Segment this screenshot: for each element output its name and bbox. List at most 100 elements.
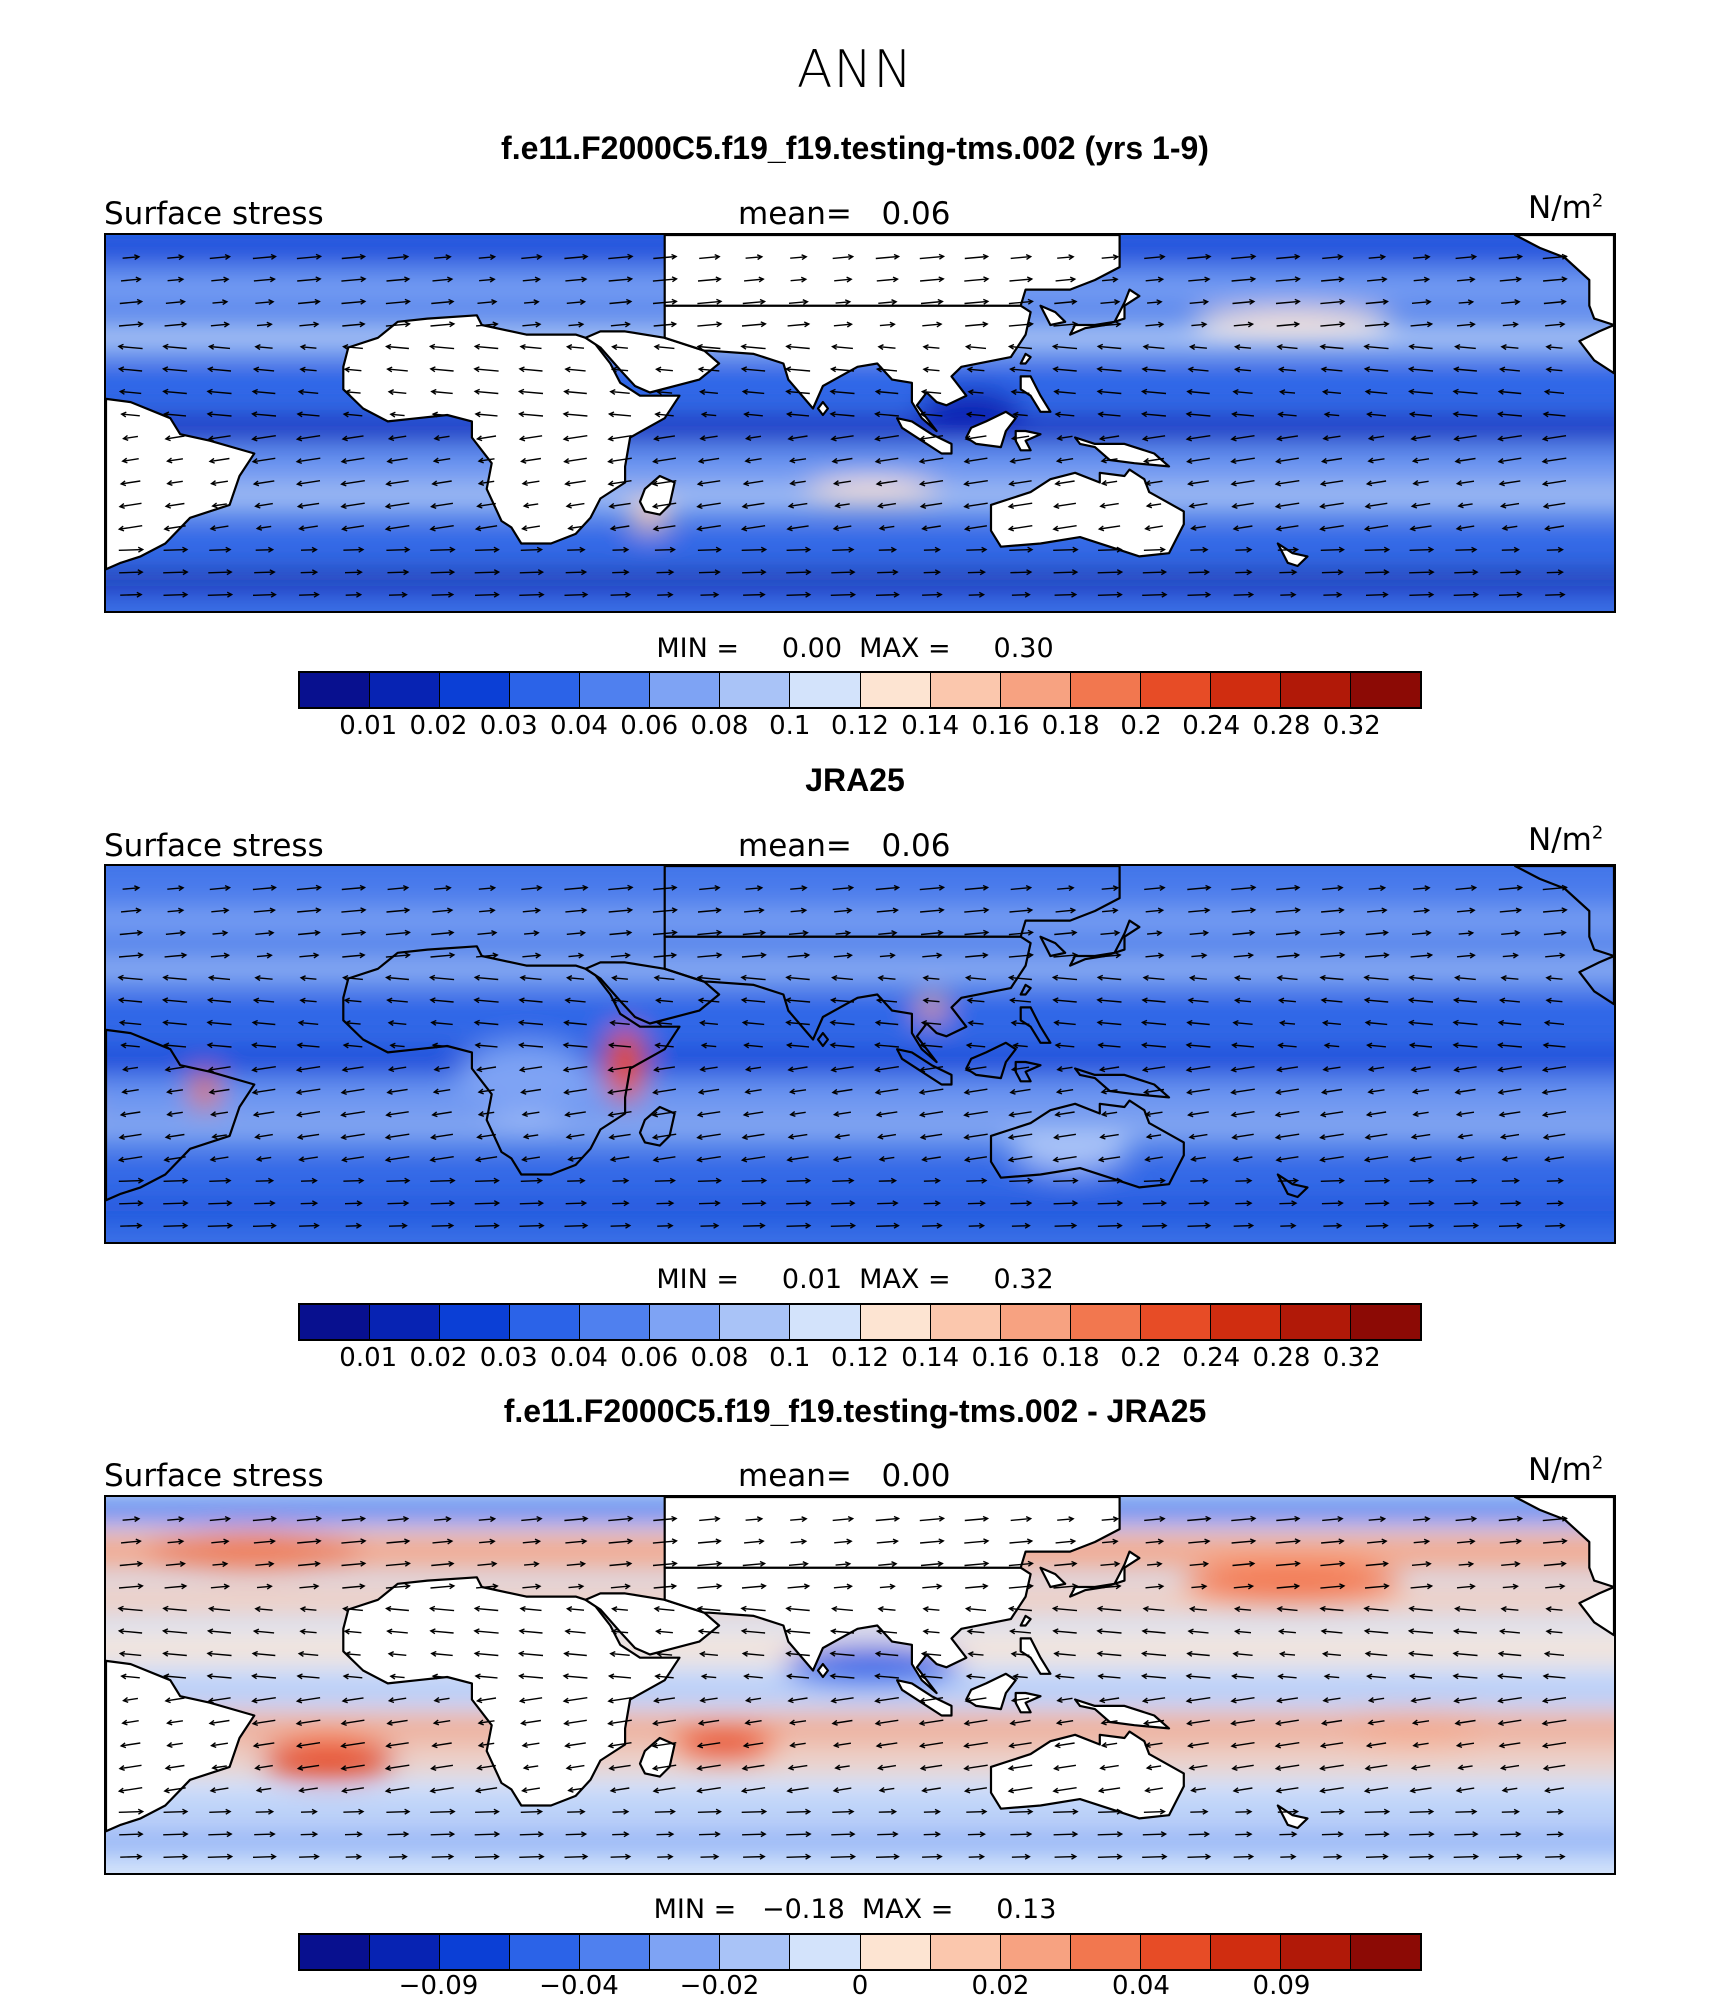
- colorbar-tick-label: 0.32: [1322, 711, 1381, 741]
- colorbar-swatch: [370, 1305, 441, 1339]
- panel-1-title: f.e11.F2000C5.f19_f19.testing-tms.002 (y…: [501, 130, 1209, 166]
- colorbar-tick-label: 0.28: [1252, 711, 1311, 741]
- colorbar-swatch: [720, 1935, 791, 1969]
- colorbar-swatch: [510, 1305, 581, 1339]
- coastline-south-america: [106, 1028, 256, 1202]
- colorbar-tick-label: −0.02: [679, 1971, 760, 2001]
- colorbar-tick-label: 0.1: [769, 1343, 811, 1373]
- stress-blob: [457, 1042, 596, 1120]
- colorbar-tick-label: 0.28: [1252, 1343, 1311, 1373]
- stress-vectors: [117, 1515, 1568, 1860]
- stress-band: [106, 538, 1614, 555]
- panel-2-units: N/m2: [1528, 822, 1604, 858]
- stress-blob: [1183, 1564, 1402, 1604]
- coastline-philippines: [1019, 1006, 1052, 1044]
- coastline-mexico-central: [1578, 1585, 1614, 1637]
- coastline-india-lanka: [816, 1032, 829, 1048]
- colorbar-tick-label: 0.08: [690, 711, 749, 741]
- colorbar-tick-label: 0.16: [971, 1343, 1030, 1373]
- colorbar-tick-label: 0.1: [769, 711, 811, 741]
- stress-blob: [803, 479, 942, 505]
- panel-1-mean-label: mean= 0.06: [738, 196, 951, 232]
- stress-band: [106, 1834, 1614, 1848]
- coastline-borneo: [965, 1672, 1017, 1711]
- panel-3-mean-label: mean= 0.00: [738, 1458, 951, 1494]
- colorbar-tick-label: 0.24: [1182, 1343, 1241, 1373]
- colorbar-swatch: [1350, 1935, 1420, 1969]
- colorbar-tick-label: −0.04: [539, 1971, 619, 2001]
- panel-1-minmax: MIN = 0.00 MAX = 0.30: [656, 633, 1054, 664]
- coastline-new-guinea: [1074, 1067, 1171, 1099]
- coastline-south-america: [106, 397, 256, 571]
- colorbar-swatch: [440, 1305, 511, 1339]
- colorbar-swatch: [1070, 1935, 1141, 1969]
- colorbar-tick-label: 0.01: [339, 711, 398, 741]
- stress-band: [106, 1750, 1614, 1771]
- panel-1-units: N/m2: [1528, 190, 1604, 226]
- stress-blob: [1010, 1119, 1130, 1172]
- colorbar-swatch: [1210, 673, 1281, 707]
- colorbar-tick-label: 0.02: [409, 1343, 468, 1373]
- coastline-sumatra: [896, 1048, 953, 1086]
- coastline-nz-north: [1276, 1173, 1309, 1199]
- colorbar-tick-label: 0.02: [971, 1971, 1030, 2001]
- colorbar-swatch: [720, 1305, 791, 1339]
- stress-band: [106, 1119, 1614, 1140]
- coastline-hainan-taiwan: [1019, 1614, 1032, 1627]
- colorbar-swatch: [1280, 1935, 1351, 1969]
- colorbar-swatch: [860, 673, 931, 707]
- coastline-sumatra: [896, 417, 953, 455]
- colorbar-swatch: [930, 1305, 1001, 1339]
- coastline-africa: [342, 1576, 681, 1807]
- coastline-new-guinea: [1074, 1698, 1171, 1730]
- stress-vectors: [117, 884, 1568, 1229]
- coastline-australia: [989, 1730, 1185, 1820]
- coastline-australia: [989, 468, 1185, 558]
- colorbar-tick-label: 0.04: [550, 711, 608, 741]
- colorbar-swatch: [1210, 1935, 1281, 1969]
- coastline-borneo: [965, 1041, 1017, 1080]
- coastline-philippines: [1019, 1637, 1052, 1675]
- stress-blob: [916, 994, 947, 1021]
- panel-3-colorbar: [298, 1933, 1422, 1971]
- coastline-africa: [342, 314, 681, 545]
- colorbar-swatch: [790, 673, 861, 707]
- colorbar-swatch: [580, 673, 651, 707]
- colorbar-tick-label: 0.18: [1041, 1343, 1100, 1373]
- coastline-india-lanka: [816, 401, 829, 417]
- colorbar-swatch: [1280, 1305, 1351, 1339]
- colorbar-swatch: [580, 1305, 651, 1339]
- stress-blob: [145, 1532, 364, 1571]
- colorbar-swatch: [860, 1935, 931, 1969]
- colorbar-tick-label: 0.14: [901, 1343, 960, 1373]
- coastline-south-america: [106, 1659, 256, 1833]
- colorbar-swatch: [1070, 673, 1141, 707]
- colorbar-swatch: [790, 1935, 861, 1969]
- colorbar-tick-label: 0.2: [1120, 1343, 1162, 1373]
- colorbar-swatch: [930, 1935, 1001, 1969]
- stress-blob: [1292, 1712, 1540, 1745]
- panel-2-variable-label: Surface stress: [104, 828, 324, 864]
- colorbar-swatch: [860, 1305, 931, 1339]
- stress-band: [106, 1203, 1614, 1217]
- panel-3-minmax: MIN = −0.18 MAX = 0.13: [653, 1894, 1057, 1925]
- colorbar-tick-label: 0.24: [1182, 711, 1241, 741]
- colorbar-swatch: [1140, 1935, 1211, 1969]
- colorbar-tick-label: 0.12: [831, 1343, 889, 1373]
- colorbar-swatch: [1000, 673, 1071, 707]
- stress-blob: [674, 1728, 774, 1761]
- stress-band: [106, 1004, 1614, 1030]
- colorbar-swatch: [1140, 1305, 1211, 1339]
- coastline-australia: [989, 1099, 1185, 1189]
- colorbar-tick-label: −0.09: [398, 1971, 479, 2001]
- figure-title: ANN: [796, 40, 914, 100]
- coastline-korea: [1039, 935, 1067, 958]
- coastline-arabia: [584, 330, 721, 394]
- colorbar-swatch: [720, 673, 791, 707]
- colorbar-tick-label: 0.06: [620, 1343, 679, 1373]
- colorbar-swatch: [370, 673, 441, 707]
- colorbar-swatch: [1140, 673, 1211, 707]
- coastline-sri-sulawesi: [1014, 1691, 1042, 1714]
- colorbar-swatch: [1280, 673, 1351, 707]
- stress-band: [106, 869, 1614, 889]
